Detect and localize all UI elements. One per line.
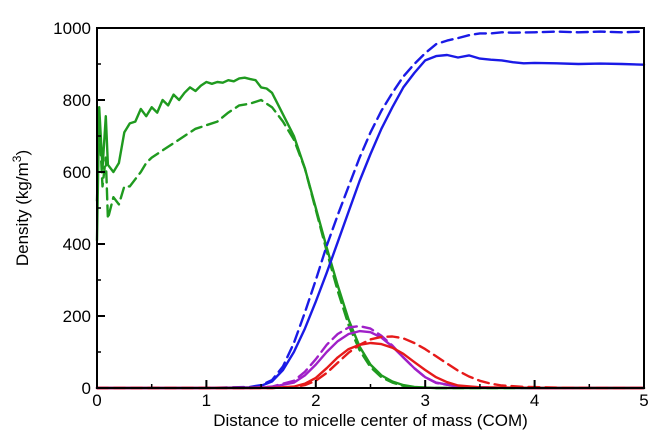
x-axis-title: Distance to micelle center of mass (COM) [213, 411, 528, 430]
x-tick-label: 2 [311, 391, 320, 410]
y-tick-label: 800 [63, 91, 91, 110]
y-axis-title-superscript: 3 [10, 155, 24, 162]
x-tick-label: 4 [530, 391, 539, 410]
plot-frame [96, 27, 645, 389]
y-axis-title: Density (kg/m3) [10, 150, 32, 266]
series-line-1 [95, 76, 646, 390]
series-line-8 [95, 335, 646, 390]
x-tick-label: 1 [202, 391, 211, 410]
y-tick-label: 200 [63, 307, 91, 326]
series-layer [95, 30, 646, 390]
y-tick-label: 400 [63, 235, 91, 254]
x-tick-label: 5 [639, 391, 648, 410]
series-line-3 [95, 53, 646, 390]
x-tick-label: 0 [92, 391, 101, 410]
x-tick-label: 3 [420, 391, 429, 410]
y-axis-title-main: Density (kg/m [13, 162, 32, 266]
series-line-2 [95, 98, 646, 390]
y-tick-label: 0 [82, 379, 91, 398]
series-line-4 [95, 30, 646, 390]
series-line-7 [95, 341, 646, 390]
tick-layer: 0 1 2 3 4 5 0 200 400 600 800 1000 [53, 19, 649, 410]
y-tick-label: 600 [63, 163, 91, 182]
series-line-6 [95, 324, 646, 390]
y-axis-title-end: ) [13, 150, 32, 156]
y-tick-label: 1000 [53, 19, 91, 38]
